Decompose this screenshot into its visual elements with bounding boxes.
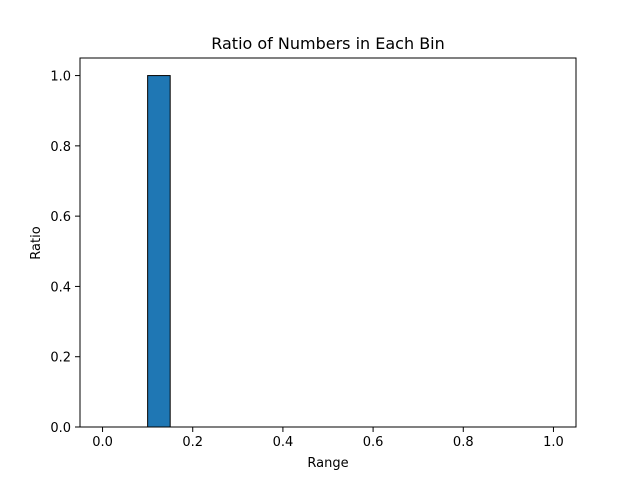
- y-tick-label: 0.2: [50, 351, 71, 366]
- y-axis-ticks: 0.0 0.2 0.4 0.6 0.8 1.0: [50, 70, 80, 436]
- chart-title: Ratio of Numbers in Each Bin: [211, 34, 445, 53]
- x-tick-label: 1.0: [543, 435, 564, 450]
- x-axis-ticks: 0.0 0.2 0.4 0.6 0.8 1.0: [92, 427, 564, 450]
- x-axis-label: Range: [307, 456, 348, 471]
- y-tick-label: 1.0: [50, 70, 71, 85]
- bars-group: [147, 75, 171, 428]
- x-tick-label: 0.6: [363, 435, 384, 450]
- x-tick-label: 0.2: [182, 435, 203, 450]
- y-tick-label: 0.8: [50, 140, 71, 155]
- x-tick-label: 0.0: [92, 435, 113, 450]
- x-tick-label: 0.4: [273, 435, 294, 450]
- y-tick-label: 0.0: [50, 421, 71, 436]
- y-axis-label: Ratio: [29, 226, 44, 259]
- x-tick-label: 0.8: [453, 435, 474, 450]
- histogram-bar: [147, 75, 171, 428]
- y-tick-label: 0.4: [50, 280, 71, 295]
- plot-frame: [79, 57, 577, 428]
- y-tick-label: 0.6: [50, 210, 71, 225]
